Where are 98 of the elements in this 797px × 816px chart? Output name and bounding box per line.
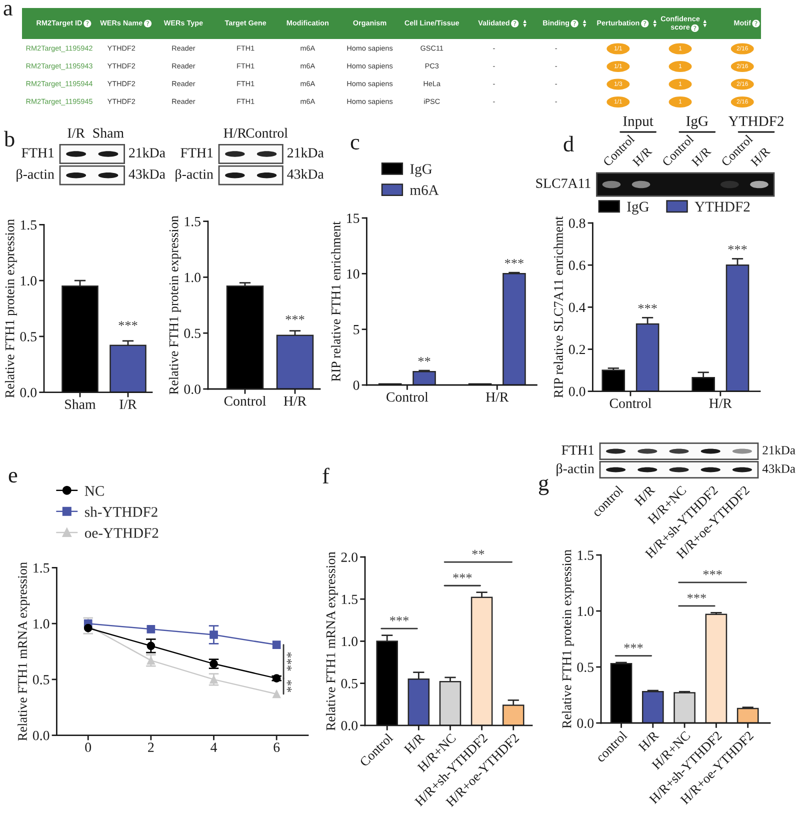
chart-title: e	[8, 472, 18, 483]
annotation: ***	[453, 573, 472, 578]
y-tick-label: 0.5	[20, 332, 37, 342]
annotation: ***	[286, 315, 304, 320]
x-tick-label: H/R	[486, 392, 509, 402]
text: b	[4, 130, 14, 147]
x-tick-label: 6	[274, 742, 280, 752]
category-label: β-actin	[16, 168, 54, 182]
category-label: FTH1	[562, 445, 594, 455]
x-tick-label: H/R	[284, 396, 307, 406]
y-tick-label: 1.0	[342, 636, 358, 646]
y-tick-label: 0.0	[341, 720, 358, 730]
text: d	[564, 136, 574, 152]
y-tick-label: 0.5	[577, 662, 594, 672]
annotation: ***	[390, 616, 409, 622]
y-tick-label: 1.5	[34, 563, 50, 573]
text: Input	[623, 116, 654, 129]
category-label: H/R	[750, 146, 771, 167]
category-label: FTH1	[180, 148, 213, 158]
y-axis-title: RIP relative SLC7A11 enrichment	[554, 216, 563, 398]
legend-label: sh-YTHDF2	[85, 506, 158, 517]
x-tick-label: Control	[224, 396, 266, 406]
y-tick-label: 0.0	[184, 384, 201, 394]
y-tick-label: 0.8	[568, 218, 586, 228]
annotation: **	[418, 356, 430, 362]
y-axis-title: Relative FTH1 protein expression	[562, 550, 574, 728]
x-tick-label: Control	[610, 398, 652, 408]
legend-label: m6A	[410, 185, 439, 195]
y-axis-title: Relative FTH1 mRNA expression	[326, 552, 338, 730]
y-tick-label: 1.5	[342, 594, 358, 604]
y-tick-label: 0.4	[568, 302, 586, 312]
x-tick-label: H/R	[709, 398, 732, 408]
annotation: ***	[624, 644, 643, 648]
chart-title: c	[350, 138, 360, 150]
x-tick-label: 2	[148, 742, 154, 752]
y-tick-label: 0	[353, 380, 360, 390]
category-label: H/R	[224, 128, 246, 138]
text: a	[4, 4, 13, 16]
category-label: SLC7A11	[536, 178, 590, 188]
category-label: β-actin	[176, 168, 214, 182]
x-tick-label: Control	[386, 392, 428, 402]
text: **	[472, 550, 484, 555]
y-tick-label: 10	[347, 269, 360, 279]
y-tick-label: 1.0	[34, 619, 50, 629]
y-tick-label: 1.0	[184, 272, 201, 282]
category-label: FTH1	[22, 148, 54, 158]
y-tick-label: 0.5	[32, 675, 50, 684]
y-tick-label: 1.0	[578, 606, 594, 616]
annotation: ***	[504, 259, 524, 264]
y-axis-title: RIP relative FTH1 enrichment	[331, 221, 340, 382]
x-tick-label: Sham	[65, 399, 96, 410]
y-tick-label: 1.0	[20, 276, 37, 286]
y-tick-label: 0.2	[568, 344, 585, 354]
annotation: ***	[286, 652, 292, 671]
y-axis-title: Relative FTH1 mRNA expression	[18, 562, 30, 741]
y-tick-label: 0.0	[20, 388, 37, 398]
y-tick-label: 1.5	[184, 216, 201, 226]
y-tick-label: 0.0	[32, 730, 50, 740]
y-tick-label: 15	[347, 214, 360, 223]
category-label: I/R	[68, 128, 85, 138]
category-label: β-actin	[556, 463, 594, 476]
y-tick-label: 1.5	[20, 220, 37, 230]
y-tick-label: 1.5	[578, 550, 594, 560]
category-label: Sham	[93, 128, 124, 138]
chart-title: f	[322, 468, 330, 484]
category-label: 43kDa	[762, 464, 796, 473]
y-tick-label: 5	[354, 325, 360, 334]
y-tick-label: 2.0	[341, 552, 358, 562]
legend-label: IgG	[410, 164, 432, 177]
annotation: ***	[638, 304, 657, 309]
y-tick-label: 0.5	[184, 328, 201, 338]
category-label: 21kDa	[762, 446, 796, 454]
category-label: 21kDa	[129, 148, 166, 158]
y-axis-title: Relative FTH1 protein expression	[168, 216, 181, 394]
annotation: ***	[728, 245, 747, 250]
y-tick-label: 0.6	[568, 260, 586, 270]
category-label: 21kDa	[287, 148, 324, 158]
text: IgG	[686, 116, 708, 129]
annotation: ***	[687, 594, 706, 599]
y-axis-title: Relative FTH1 protein expression	[4, 219, 17, 398]
annotation: **	[286, 680, 292, 692]
legend-label: oe-YTHDF2	[84, 528, 158, 538]
text: g	[538, 478, 549, 496]
annotation: ***	[118, 321, 138, 326]
y-tick-label: 0.0	[568, 386, 586, 396]
annotation: ***	[703, 570, 722, 576]
legend-label: NC	[84, 486, 104, 496]
y-tick-label: 0.5	[341, 678, 358, 688]
legend-label: YTHDF2	[694, 202, 750, 212]
category-label: 43kDa	[287, 169, 324, 179]
x-tick-label: I/R	[120, 400, 137, 410]
x-tick-label: 4	[210, 742, 218, 752]
x-tick-label: 0	[85, 742, 92, 752]
y-tick-label: 0.0	[577, 718, 594, 728]
legend-label: IgG	[627, 202, 649, 215]
category-label: Control	[246, 128, 288, 138]
text: YTHDF2	[728, 116, 784, 126]
category-label: 43kDa	[128, 169, 166, 179]
